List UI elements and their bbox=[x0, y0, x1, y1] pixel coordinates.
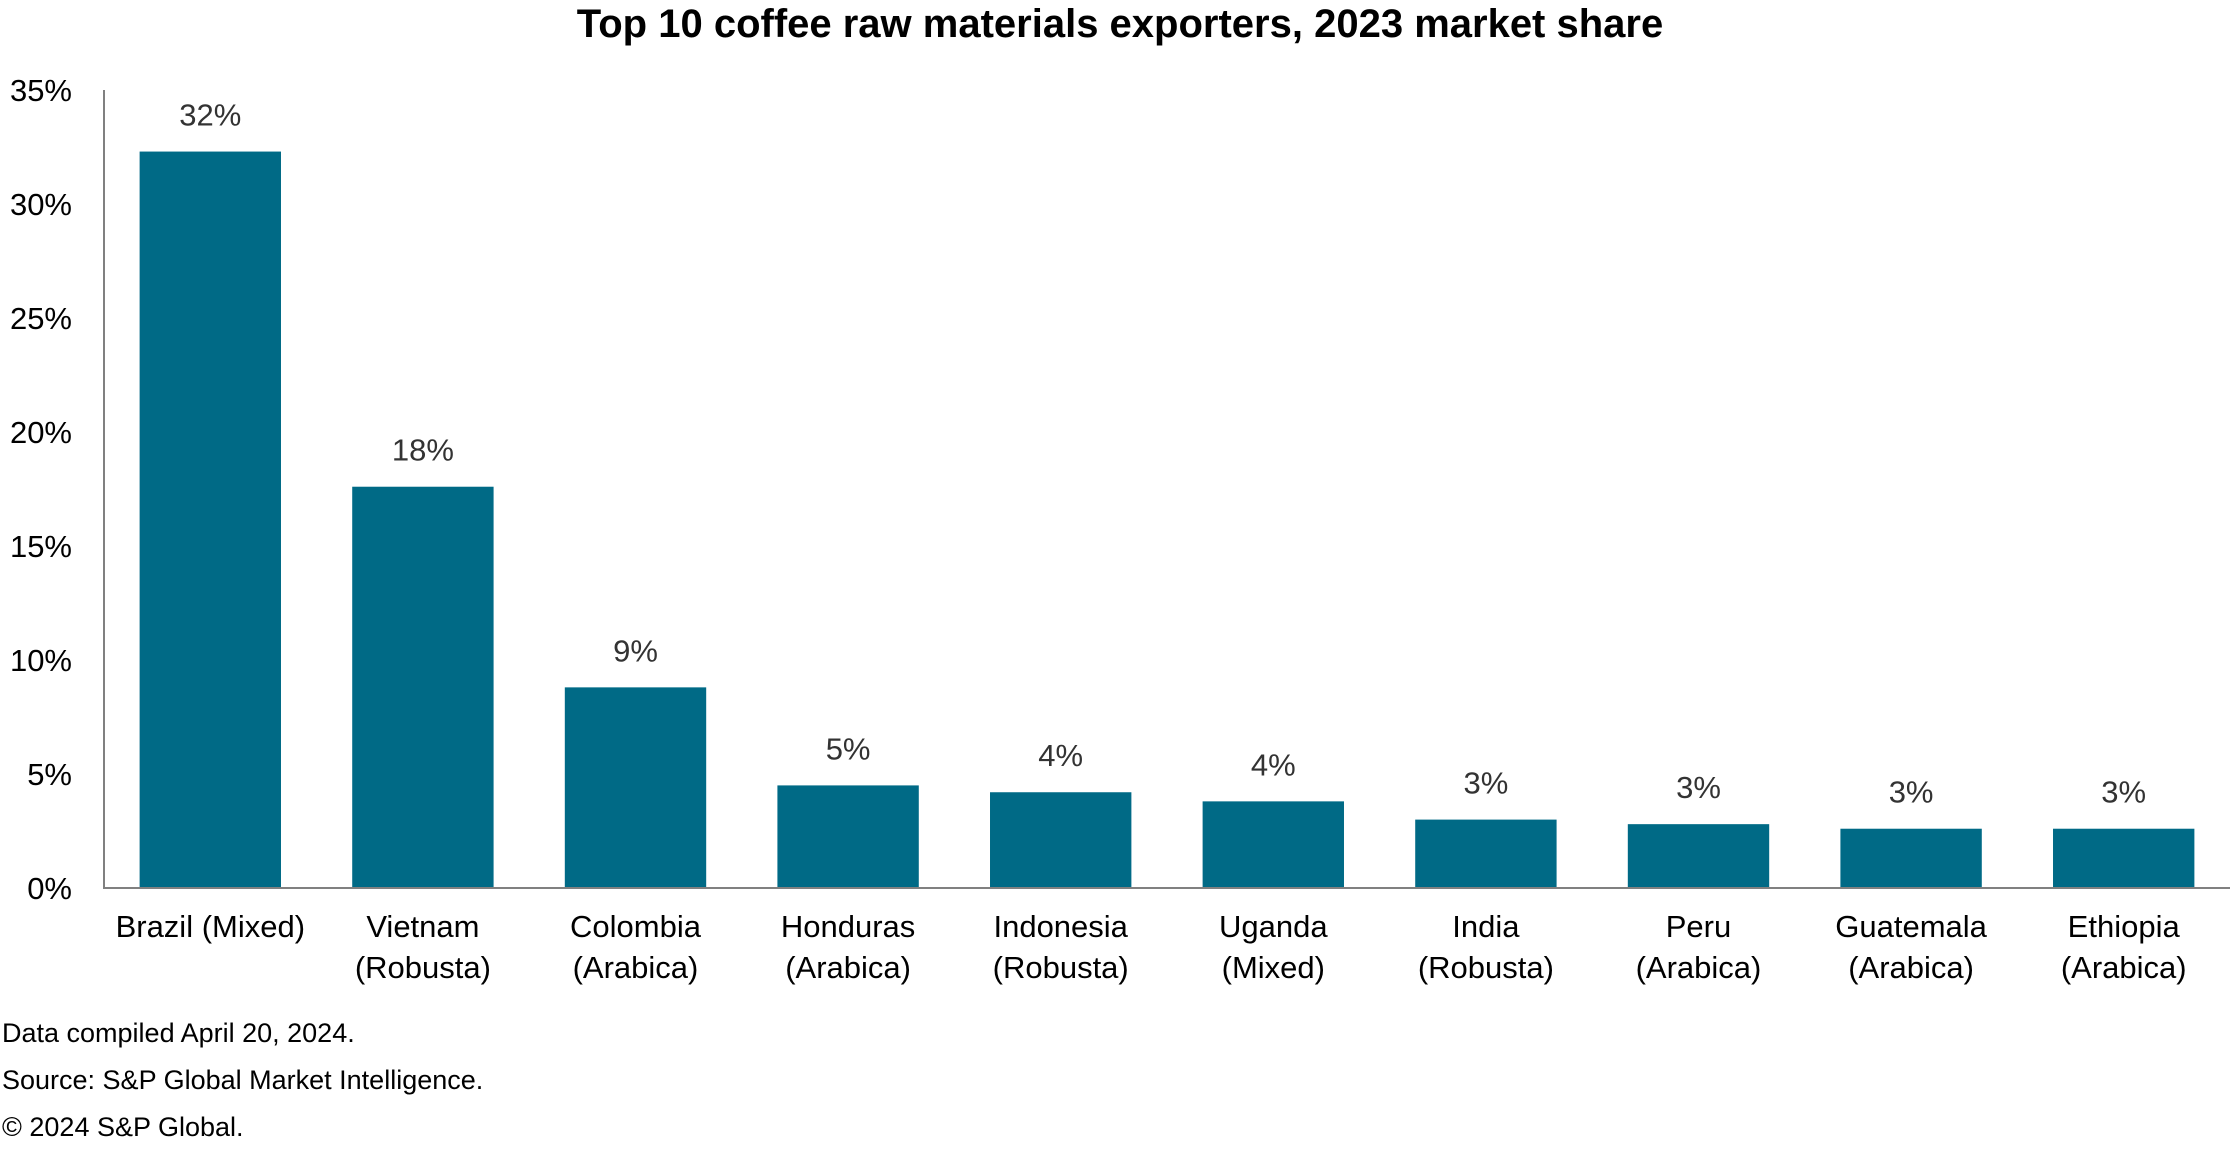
y-axis-ticks: 0% 5% 10% 15% 20% 25% 30% 35% bbox=[10, 73, 72, 906]
x-category-label: (Arabica) bbox=[1636, 950, 1762, 985]
bar bbox=[564, 687, 707, 888]
x-category-label: India bbox=[1452, 909, 1520, 944]
chart: Top 10 coffee raw materials exporters, 2… bbox=[10, 2, 2230, 985]
y-tick-label: 10% bbox=[10, 643, 72, 678]
bar bbox=[2053, 828, 2195, 888]
data-label: 3% bbox=[2101, 775, 2146, 810]
x-category-label: (Robusta) bbox=[993, 950, 1129, 985]
y-tick-label: 5% bbox=[27, 757, 72, 792]
footnote-data-compiled: Data compiled April 20, 2024. bbox=[2, 1018, 355, 1048]
x-category-label: Peru bbox=[1666, 909, 1731, 944]
bar bbox=[352, 486, 494, 888]
x-category-label: Ethiopia bbox=[2068, 909, 2181, 944]
x-category-label: (Mixed) bbox=[1222, 950, 1325, 985]
y-tick-label: 15% bbox=[10, 529, 72, 564]
x-category-label: (Robusta) bbox=[1418, 950, 1554, 985]
bar bbox=[139, 151, 281, 888]
data-labels: 32% 18% 9% 5% 4% 4% 3% 3% 3% 3% bbox=[179, 98, 2146, 810]
data-label: 18% bbox=[392, 433, 454, 468]
footnote-source: Source: S&P Global Market Intelligence. bbox=[2, 1065, 484, 1095]
data-label: 9% bbox=[613, 633, 658, 668]
x-category-label: (Arabica) bbox=[573, 950, 699, 985]
y-tick-label: 25% bbox=[10, 301, 72, 336]
bar bbox=[1840, 828, 1982, 888]
x-category-label: Colombia bbox=[570, 909, 702, 944]
y-tick-label: 0% bbox=[27, 871, 72, 906]
x-category-label: Guatemala bbox=[1835, 909, 1987, 944]
x-category-label: Brazil (Mixed) bbox=[116, 909, 305, 944]
data-label: 32% bbox=[179, 98, 241, 133]
x-category-label: Honduras bbox=[781, 909, 915, 944]
footnote-copyright: © 2024 S&P Global. bbox=[2, 1112, 244, 1142]
bar bbox=[1415, 819, 1557, 888]
x-axis-labels: Brazil (Mixed) Vietnam (Robusta) Colombia (A… bbox=[116, 909, 2187, 985]
axes bbox=[103, 90, 2230, 889]
x-category-label: Vietnam bbox=[366, 909, 479, 944]
x-category-label: Indonesia bbox=[993, 909, 1128, 944]
data-label: 5% bbox=[826, 731, 871, 766]
bar bbox=[1627, 824, 1770, 888]
bar bbox=[990, 792, 1132, 888]
bars bbox=[139, 151, 2195, 888]
y-tick-label: 20% bbox=[10, 415, 72, 450]
x-category-label: (Robusta) bbox=[355, 950, 491, 985]
x-category-label: Uganda bbox=[1219, 909, 1328, 944]
data-label: 3% bbox=[1889, 775, 1934, 810]
x-category-label: (Arabica) bbox=[1848, 950, 1974, 985]
bar bbox=[777, 785, 919, 888]
data-label: 3% bbox=[1676, 770, 1721, 805]
data-label: 4% bbox=[1038, 738, 1083, 773]
y-tick-label: 35% bbox=[10, 73, 72, 108]
x-category-label: (Arabica) bbox=[2061, 950, 2187, 985]
y-tick-label: 30% bbox=[10, 187, 72, 222]
x-category-label: (Arabica) bbox=[785, 950, 911, 985]
bar bbox=[1202, 801, 1344, 888]
chart-title: Top 10 coffee raw materials exporters, 2… bbox=[577, 2, 1663, 46]
data-label: 3% bbox=[1463, 766, 1508, 801]
data-label: 4% bbox=[1251, 747, 1296, 782]
footnotes: Data compiled April 20, 2024. Source: S&… bbox=[2, 1010, 483, 1151]
